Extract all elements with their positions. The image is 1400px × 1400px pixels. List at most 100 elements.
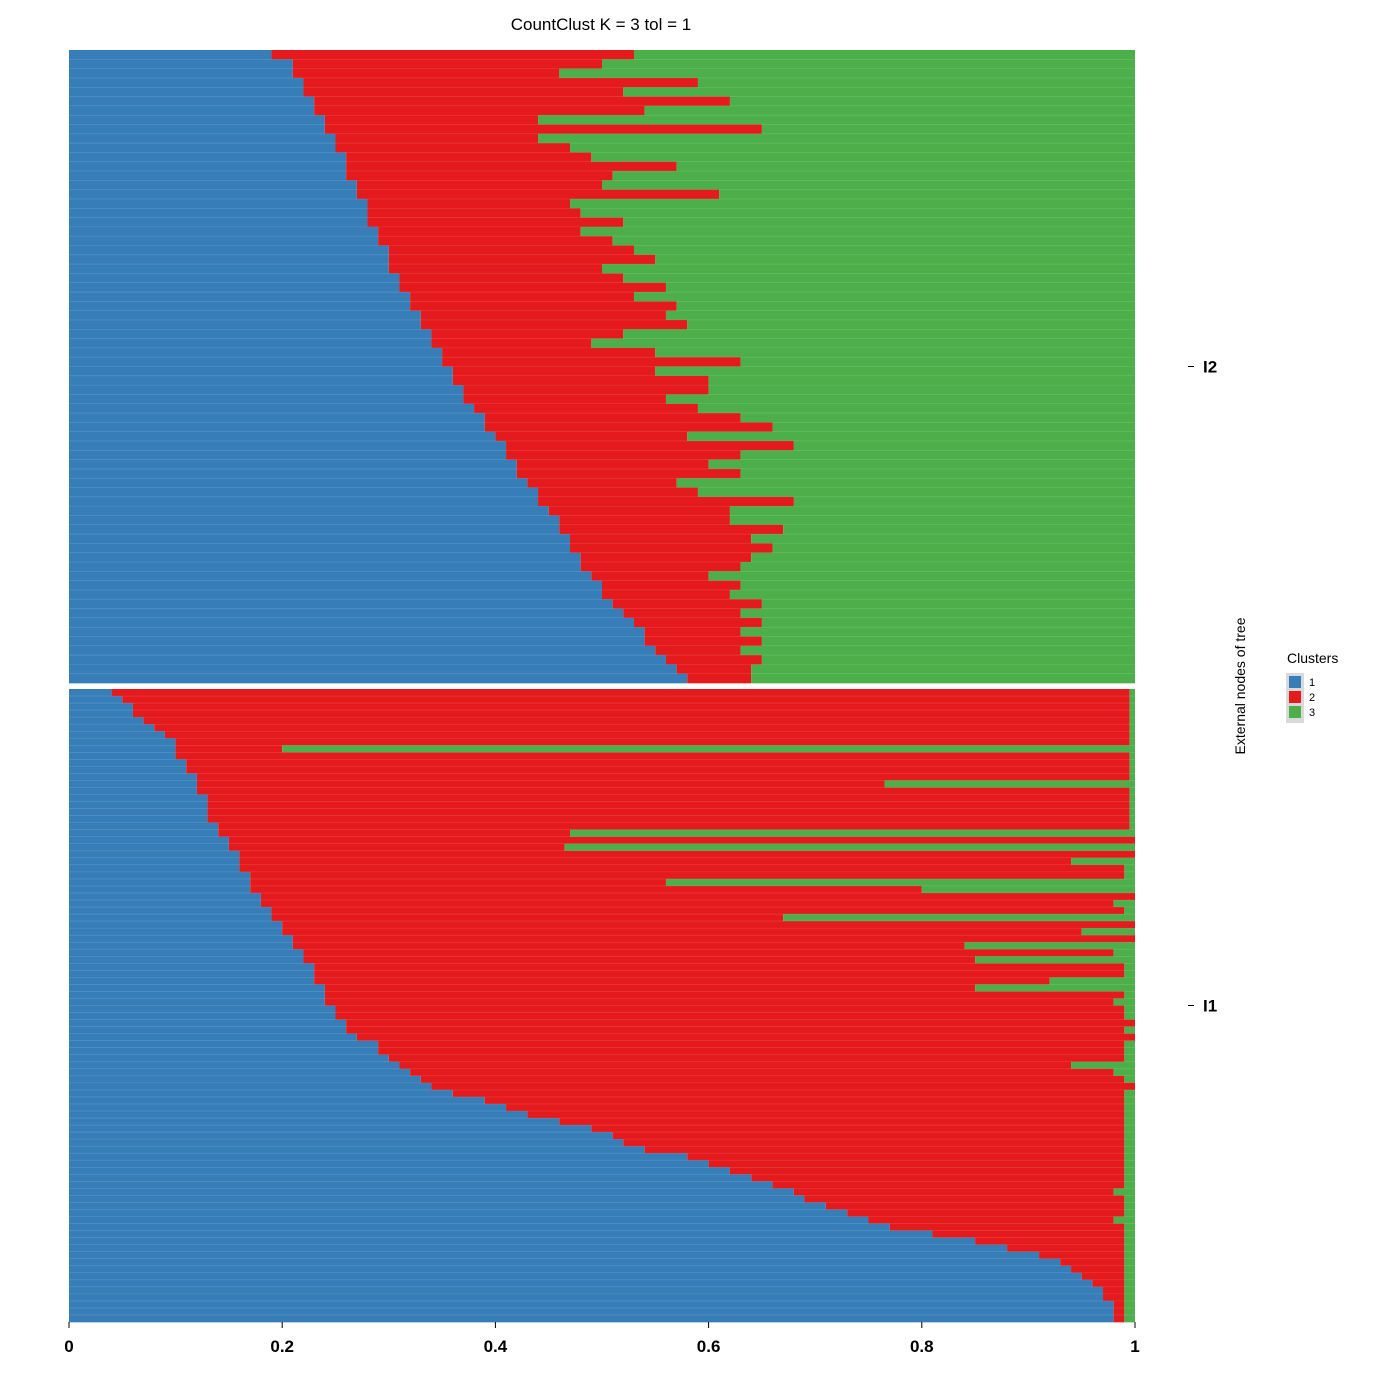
- bar-segment-cluster-3: [570, 198, 1135, 209]
- bar-segment-cluster-3: [1129, 724, 1135, 732]
- bar-segment-cluster-2: [207, 801, 1130, 809]
- bar-segment-cluster-3: [1129, 759, 1135, 767]
- bar-segment-cluster-2: [602, 580, 741, 591]
- bar-segment-cluster-3: [1124, 1125, 1135, 1133]
- bar-segment-cluster-3: [1129, 787, 1135, 795]
- bar-segment-cluster-3: [282, 745, 1135, 753]
- bar-segment-cluster-1: [69, 292, 411, 302]
- bar-segment-cluster-1: [69, 77, 304, 88]
- bar-segment-cluster-2: [218, 822, 1130, 831]
- bar-segment-cluster-1: [69, 208, 368, 218]
- bar-segment-cluster-1: [69, 1181, 773, 1189]
- bar-segment-cluster-1: [69, 515, 560, 526]
- bar-segment-cluster-3: [761, 124, 1135, 135]
- bar-segment-cluster-3: [1129, 696, 1135, 704]
- bar-segment-cluster-2: [378, 1047, 1125, 1056]
- bar-segment-cluster-1: [69, 1160, 709, 1168]
- bar-segment-cluster-3: [602, 264, 1135, 274]
- bar-segment-cluster-1: [69, 413, 485, 423]
- facet-I1: I1: [69, 689, 1217, 1323]
- bar-segment-cluster-3: [740, 608, 1135, 619]
- bar-segment-cluster-1: [69, 105, 315, 116]
- bar-segment-cluster-2: [431, 329, 624, 339]
- legend-swatch-2: [1289, 691, 1301, 703]
- bar-segment-cluster-2: [356, 180, 602, 190]
- x-tick-label: 0.8: [910, 1337, 934, 1356]
- bar-segment-cluster-1: [69, 133, 336, 144]
- bar-segment-cluster-2: [346, 1019, 1135, 1027]
- bar-segment-cluster-3: [1129, 801, 1135, 809]
- bar-segment-cluster-1: [69, 59, 293, 69]
- bar-segment-cluster-2: [580, 552, 752, 563]
- bar-segment-cluster-2: [186, 766, 1130, 774]
- bar-segment-cluster-3: [1113, 949, 1135, 957]
- bar-segment-cluster-2: [378, 236, 613, 246]
- bar-segment-cluster-2: [420, 319, 688, 330]
- bar-segment-cluster-2: [570, 534, 752, 544]
- bar-segment-cluster-2: [260, 892, 1135, 901]
- bar-segment-cluster-2: [410, 301, 677, 311]
- bar-segment-cluster-2: [335, 1012, 1125, 1020]
- bar-segment-cluster-2: [442, 357, 741, 367]
- bar-segment-cluster-2: [175, 745, 283, 753]
- bar-segment-cluster-3: [1124, 1195, 1135, 1203]
- bar-segment-cluster-1: [69, 752, 176, 760]
- bar-segment-cluster-2: [228, 836, 1135, 845]
- bar-segment-cluster-2: [271, 914, 784, 922]
- bar-segment-cluster-3: [1129, 815, 1135, 823]
- bar-segment-cluster-1: [69, 836, 229, 845]
- bar-segment-cluster-3: [1124, 991, 1135, 999]
- bar-segment-cluster-3: [964, 942, 1135, 950]
- bar-segment-cluster-1: [69, 907, 272, 915]
- bar-segment-cluster-1: [69, 496, 539, 507]
- bar-segment-cluster-1: [69, 998, 325, 1006]
- bar-segment-cluster-2: [452, 1089, 1125, 1098]
- bar-segment-cluster-1: [69, 991, 325, 999]
- bar-segment-cluster-3: [1124, 864, 1135, 873]
- bar-segment-cluster-3: [538, 115, 1135, 125]
- bar-segment-cluster-3: [1124, 907, 1135, 915]
- bar-segment-cluster-1: [69, 524, 560, 535]
- bar-segment-cluster-3: [580, 226, 1135, 237]
- bar-segment-cluster-2: [431, 338, 592, 349]
- bar-segment-cluster-3: [751, 673, 1135, 684]
- legend-label: 3: [1309, 707, 1315, 719]
- bar-segment-cluster-2: [506, 450, 741, 460]
- bar-segment-cluster-3: [623, 87, 1135, 97]
- bar-segment-cluster-1: [69, 459, 517, 470]
- bar-segment-cluster-3: [665, 310, 1135, 321]
- bar-segment-cluster-3: [1124, 1265, 1135, 1274]
- bar-segment-cluster-3: [1124, 1300, 1135, 1309]
- bar-segment-cluster-1: [69, 1167, 730, 1175]
- bar-segment-cluster-2: [324, 984, 976, 992]
- bar-segment-cluster-1: [69, 338, 432, 349]
- bar-segment-cluster-3: [761, 599, 1135, 609]
- bar-segment-cluster-1: [69, 1054, 389, 1063]
- bar-segment-cluster-2: [292, 68, 560, 79]
- bar-segment-cluster-2: [591, 571, 709, 581]
- bar-segment-cluster-2: [196, 787, 1130, 795]
- bar-segment-cluster-3: [740, 357, 1135, 367]
- bar-segment-cluster-2: [804, 1195, 1125, 1203]
- bar-segment-cluster-1: [69, 1026, 347, 1034]
- bar-segment-cluster-2: [868, 1216, 1114, 1224]
- bar-segment-cluster-3: [676, 301, 1135, 311]
- bar-segment-cluster-1: [69, 440, 507, 451]
- bar-segment-cluster-1: [69, 808, 208, 816]
- bar-segment-cluster-3: [793, 440, 1135, 451]
- bar-segment-cluster-2: [623, 1139, 1125, 1147]
- bar-segment-cluster-1: [69, 1237, 976, 1245]
- bar-segment-cluster-1: [69, 815, 208, 823]
- bar-segment-cluster-3: [623, 273, 1135, 284]
- bar-segment-cluster-2: [463, 385, 709, 395]
- bar-segment-cluster-1: [69, 1209, 848, 1217]
- bar-segment-cluster-3: [1124, 1230, 1135, 1238]
- bar-segment-cluster-2: [570, 543, 773, 554]
- bar-segment-cluster-3: [665, 878, 1135, 887]
- bar-segment-cluster-3: [740, 580, 1135, 591]
- x-tick-label: 0.4: [484, 1337, 508, 1356]
- bar-segment-cluster-3: [538, 133, 1135, 144]
- bar-segment-cluster-2: [889, 1223, 1125, 1231]
- bar-segment-cluster-2: [559, 515, 730, 526]
- bar-segment-cluster-3: [570, 143, 1135, 153]
